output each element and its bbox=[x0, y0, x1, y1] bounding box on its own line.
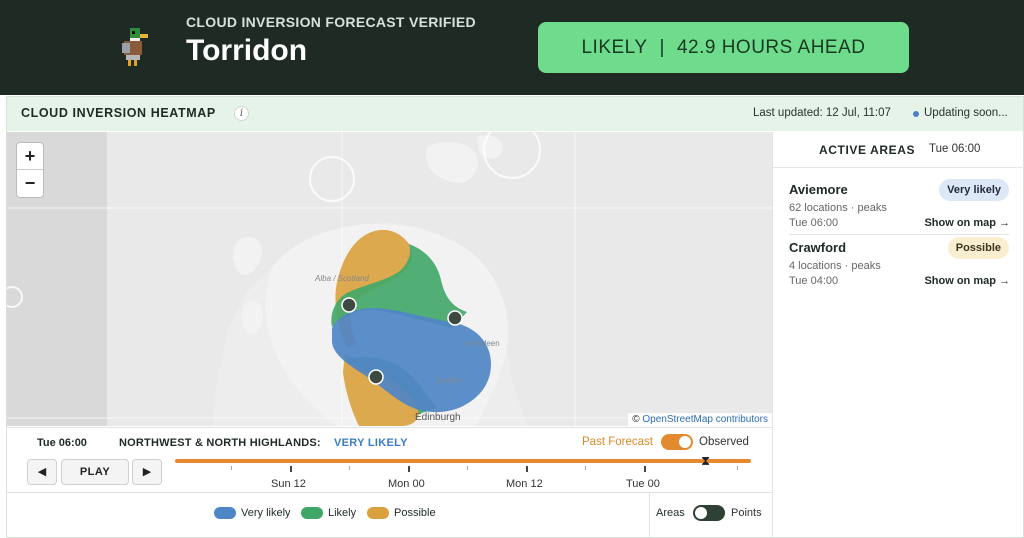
play-button[interactable]: PLAY bbox=[61, 459, 129, 485]
possible-swatch bbox=[367, 507, 389, 519]
area-meta: 62 locations · peaks bbox=[789, 202, 887, 214]
legend-very-likely: Very likely bbox=[241, 507, 291, 519]
likelihood-badge: Very likely bbox=[939, 179, 1009, 201]
last-updated-text: Last updated: 12 Jul, 11:07 bbox=[753, 107, 891, 119]
areas-points-toggle[interactable] bbox=[693, 505, 725, 521]
zoom-out-button[interactable]: − bbox=[24, 173, 36, 193]
tick-label-tue00: Tue 00 bbox=[626, 478, 660, 490]
area-item-crawford: Crawford Possible 4 locations · peaks Tu… bbox=[773, 237, 1024, 298]
forecast-observed-toggle[interactable] bbox=[661, 434, 693, 450]
timeline-region: NORTHWEST & NORTH HIGHLANDS: bbox=[119, 437, 321, 449]
heatmap-card: CLOUD INVERSION HEATMAP i Last updated: … bbox=[6, 96, 1024, 538]
past-forecast-label: Past Forecast bbox=[582, 436, 653, 448]
top-banner: CLOUD INVERSION FORECAST VERIFIED Torrid… bbox=[0, 0, 1024, 95]
previous-step-button[interactable]: ◀ bbox=[27, 459, 57, 485]
status-likelihood: LIKELY bbox=[581, 36, 648, 58]
area-meta: 4 locations · peaks bbox=[789, 260, 881, 272]
map-canvas bbox=[7, 132, 772, 426]
location-title: Torridon bbox=[186, 34, 308, 67]
area-divider bbox=[789, 234, 1009, 235]
banner-subtitle: CLOUD INVERSION FORECAST VERIFIED bbox=[186, 14, 476, 30]
inversion-map[interactable]: Alba / Scotland Aberdeen Dundee Edinburg… bbox=[7, 132, 772, 426]
status-hours-ahead: 42.9 HOURS AHEAD bbox=[676, 36, 866, 58]
map-attribution: © OpenStreetMap contributors bbox=[628, 413, 772, 426]
updating-dot-icon bbox=[913, 111, 919, 117]
timeline-tick-major bbox=[290, 466, 292, 472]
show-on-map-link[interactable]: Show on map → bbox=[924, 217, 1010, 229]
likelihood-badge: Possible bbox=[947, 237, 1009, 259]
osm-attribution-link[interactable]: OpenStreetMap contributors bbox=[642, 414, 768, 425]
attribution-prefix: © bbox=[632, 414, 640, 425]
status-separator: | bbox=[659, 36, 665, 58]
observed-label: Observed bbox=[699, 436, 749, 448]
areas-label: Areas bbox=[656, 507, 685, 519]
timeline-tick-major bbox=[644, 466, 646, 472]
updating-status: Updating soon... bbox=[924, 107, 1008, 119]
duck-icon bbox=[122, 28, 148, 66]
active-areas-title: ACTIVE AREAS bbox=[819, 143, 916, 157]
active-areas-time: Tue 06:00 bbox=[929, 143, 981, 155]
area-item-aviemore: Aviemore Very likely 62 locations · peak… bbox=[773, 179, 1024, 240]
hourglass-icon[interactable]: ⧗ bbox=[701, 453, 711, 468]
likely-swatch bbox=[301, 507, 323, 519]
timeline-tick bbox=[585, 466, 586, 470]
timeline-tick bbox=[737, 466, 738, 470]
forecast-status-pill[interactable]: LIKELY | 42.9 HOURS AHEAD bbox=[538, 22, 909, 73]
heatmap-title: CLOUD INVERSION HEATMAP bbox=[21, 106, 216, 120]
tick-label-mon12: Mon 12 bbox=[506, 478, 543, 490]
legend-bar: Very likely Likely Possible Areas Points bbox=[7, 492, 772, 537]
map-label-alba: Alba / Scotland bbox=[315, 274, 369, 283]
area-name: Crawford bbox=[789, 240, 847, 255]
tick-label-mon00: Mon 00 bbox=[388, 478, 425, 490]
map-label-edinburgh: Edinburgh bbox=[415, 412, 461, 423]
area-time: Tue 04:00 bbox=[789, 275, 839, 287]
timeline-tick bbox=[231, 466, 232, 470]
show-on-map-link[interactable]: Show on map → bbox=[924, 275, 1010, 287]
card-header: CLOUD INVERSION HEATMAP i Last updated: … bbox=[7, 97, 1023, 131]
legend-divider bbox=[649, 493, 650, 537]
very-likely-swatch bbox=[214, 507, 236, 519]
points-label: Points bbox=[731, 507, 762, 519]
next-step-button[interactable]: ▶ bbox=[132, 459, 162, 485]
legend-likely: Likely bbox=[328, 507, 357, 519]
area-time: Tue 06:00 bbox=[789, 217, 839, 229]
timeline-tick bbox=[349, 466, 350, 470]
active-areas-header: ACTIVE AREAS Tue 06:00 bbox=[773, 132, 1024, 168]
map-label-aberdeen: Aberdeen bbox=[465, 339, 500, 348]
zoom-in-button[interactable]: + bbox=[17, 143, 43, 170]
zoom-control: + − bbox=[16, 142, 44, 198]
info-icon[interactable]: i bbox=[234, 106, 249, 121]
timeline-region-status: VERY LIKELY bbox=[334, 437, 408, 449]
timeline-current-time: Tue 06:00 bbox=[37, 437, 87, 449]
timeline-track[interactable] bbox=[175, 459, 751, 463]
timeline-bar: Tue 06:00 NORTHWEST & NORTH HIGHLANDS: V… bbox=[7, 427, 772, 491]
area-name: Aviemore bbox=[789, 182, 848, 197]
legend-possible: Possible bbox=[394, 507, 436, 519]
timeline-tick bbox=[467, 466, 468, 470]
map-label-dundee: Dundee bbox=[435, 376, 464, 385]
timeline-tick-major bbox=[526, 466, 528, 472]
active-areas-panel: ACTIVE AREAS Tue 06:00 Aviemore Very lik… bbox=[772, 132, 1024, 537]
timeline-tick-major bbox=[408, 466, 410, 472]
tick-label-sun12: Sun 12 bbox=[271, 478, 306, 490]
